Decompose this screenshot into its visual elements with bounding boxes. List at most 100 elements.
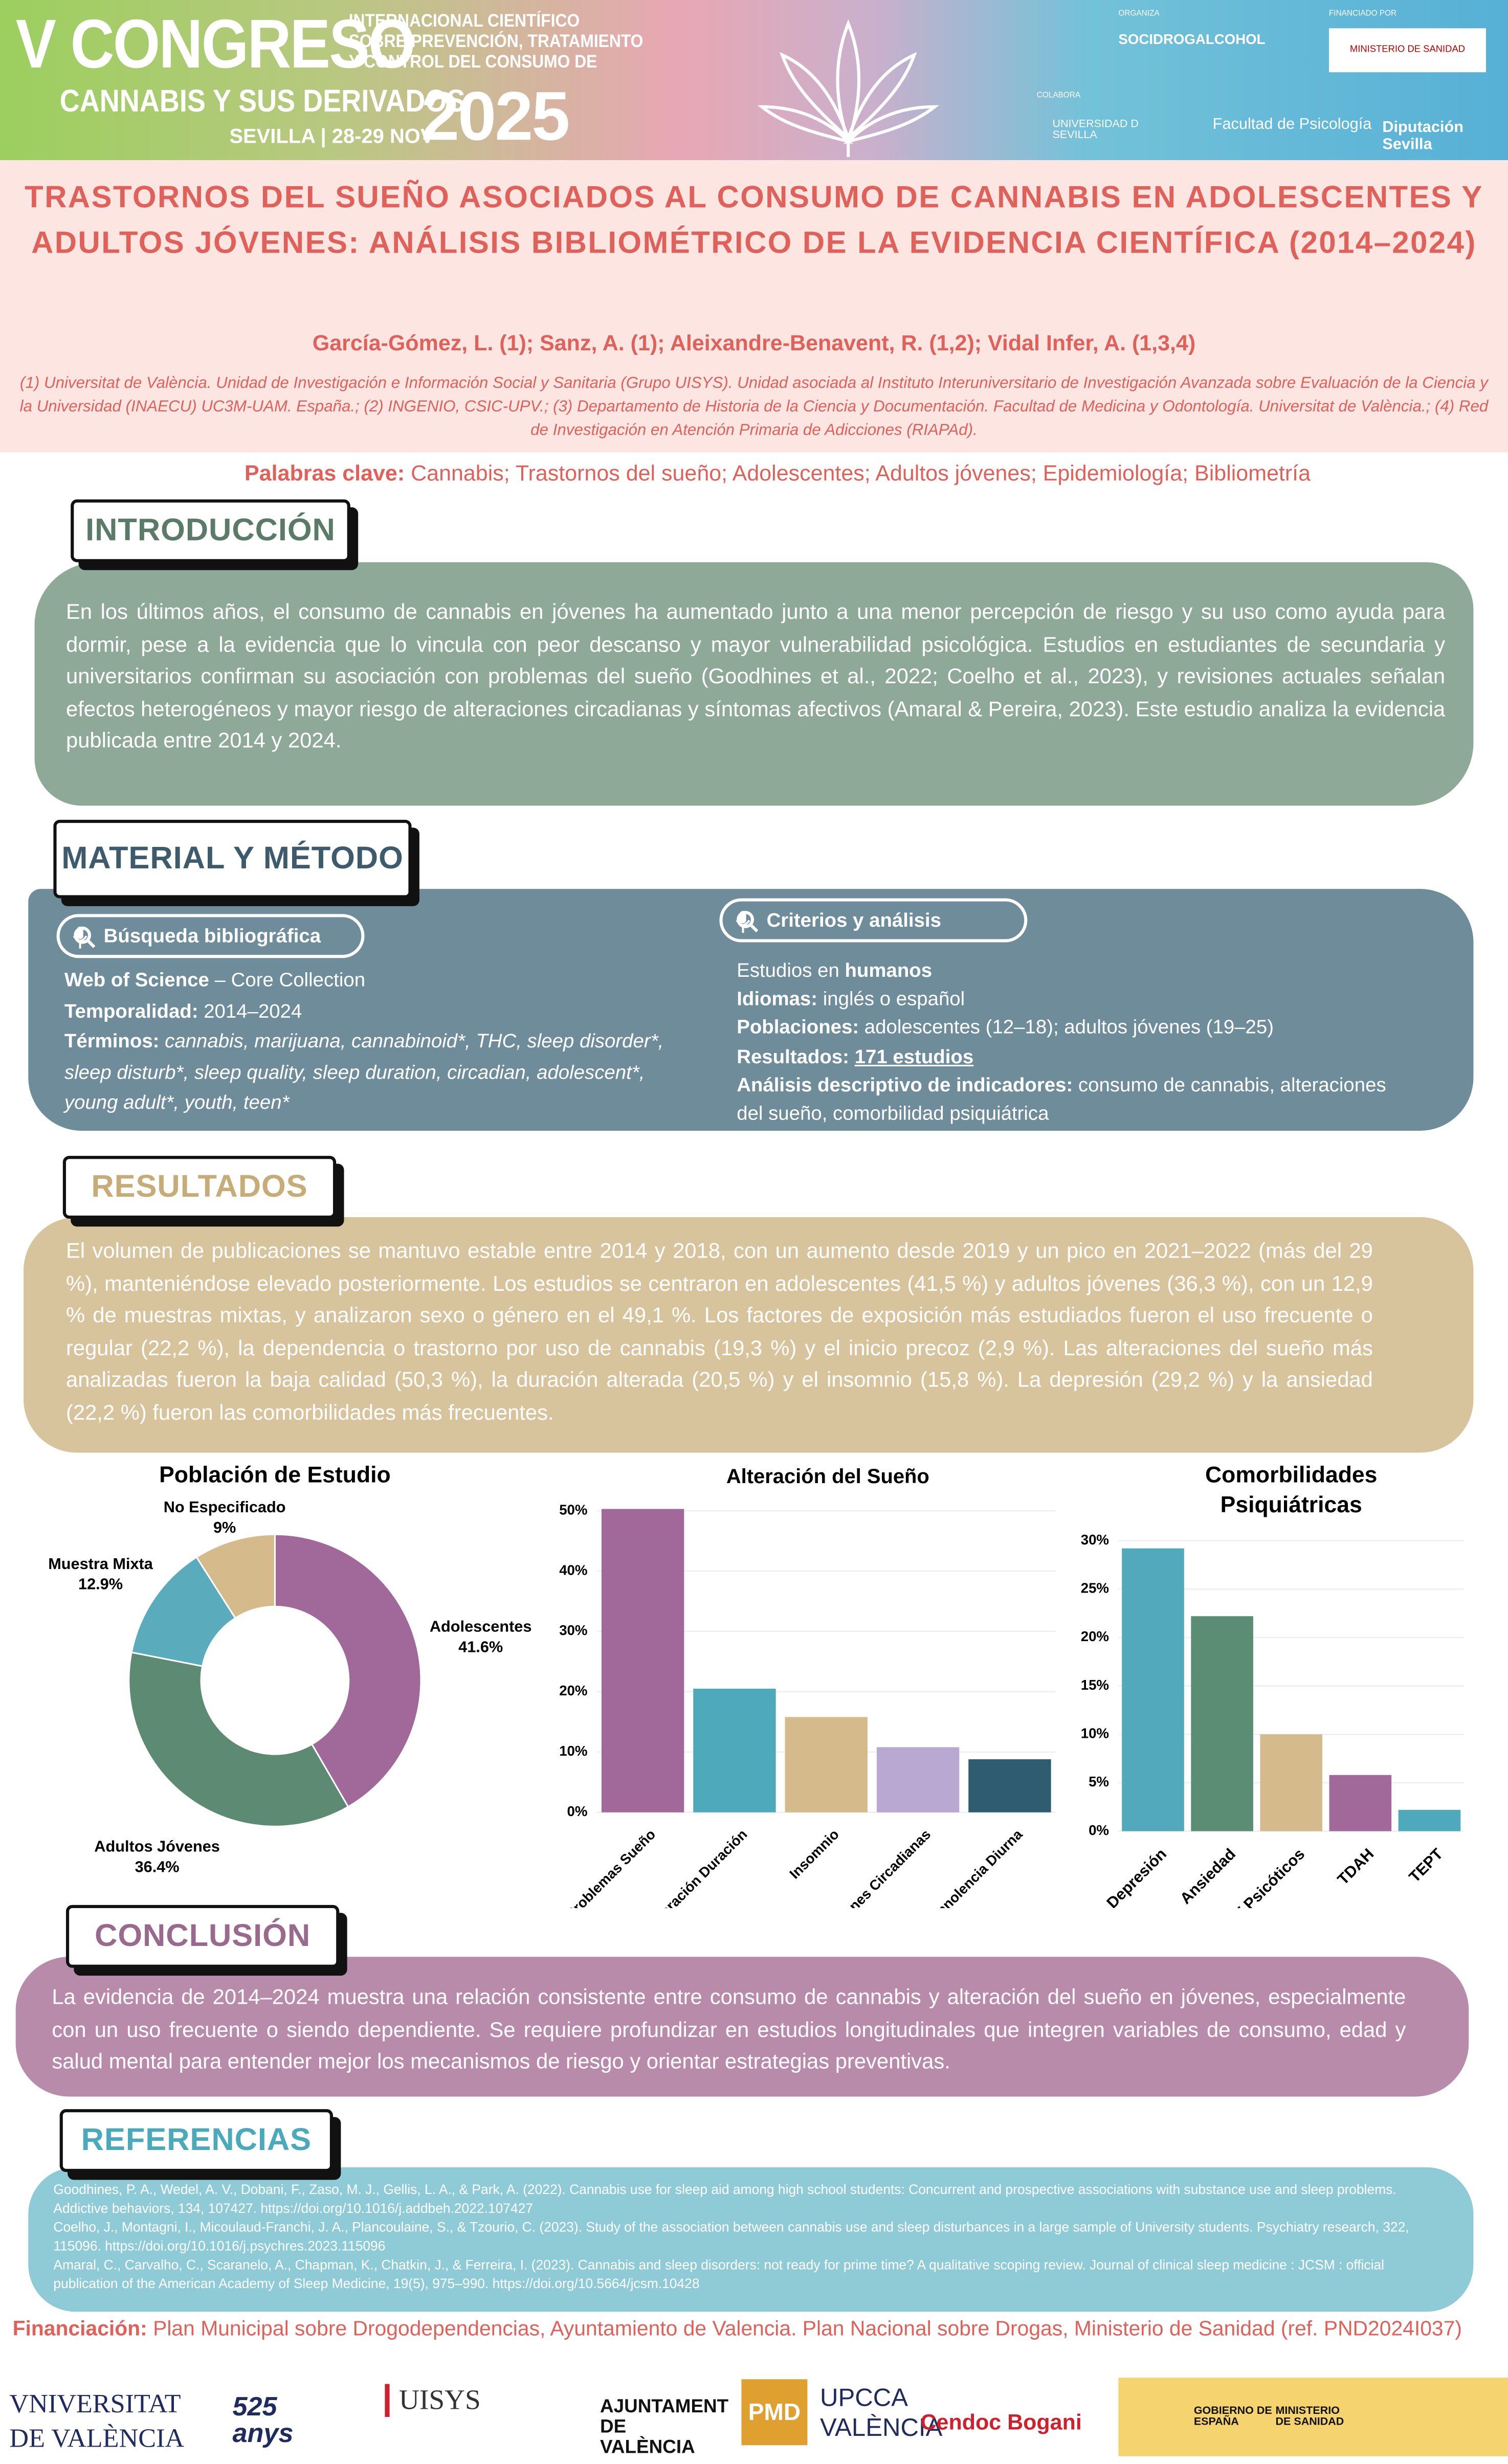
footer-logo: UISYS — [385, 2384, 481, 2417]
method-line: Web of Science – Core Collection — [64, 969, 365, 991]
method-bold: Resultados: — [737, 1045, 849, 1067]
y-tick-label: 50% — [559, 1502, 587, 1517]
method-text: inglés o español — [817, 988, 965, 1011]
slice-value: 12.9% — [78, 1575, 123, 1593]
bar — [693, 1688, 776, 1812]
footer-logo: UPCCA VALÈNCIA — [819, 2385, 943, 2443]
method-link: 171 estudios — [854, 1045, 974, 1067]
slice-value: 36.4% — [135, 1857, 180, 1875]
footer-logo — [1118, 2378, 1508, 2456]
bar — [876, 1747, 960, 1812]
footer-logo: 525 anys — [232, 2391, 294, 2449]
header-banner: V CONGRESO INTERNACIONAL CIENTÍFICO SOBR… — [0, 0, 1508, 161]
slice-label: Muestra Mixta — [48, 1555, 153, 1573]
congress-number: V CONGRESO — [15, 6, 416, 83]
method-heading: MATERIAL Y MÉTODO — [53, 819, 412, 899]
method-bold: Web of Science — [64, 969, 209, 991]
method-bold: Términos: — [64, 1031, 160, 1053]
footer-logo: AJUNTAMENT DE VALÈNCIA — [600, 2395, 729, 2458]
slice-label: Adolescentes — [430, 1618, 532, 1636]
method-italic: young adult*, youth, teen* — [64, 1092, 290, 1114]
y-tick-label: 0% — [567, 1803, 588, 1819]
criteria-pill: Criterios y análisis — [719, 898, 1028, 943]
pill-title: Búsqueda bibliográfica — [103, 925, 321, 947]
organiza-label: ORGANIZA — [1118, 9, 1160, 19]
funding: Financiación: Plan Municipal sobre Drogo… — [13, 2316, 1505, 2340]
method-bold: Idiomas: — [737, 988, 818, 1011]
reference: Amaral, C., Carvalho, C., Scaranelo, A.,… — [53, 2256, 1385, 2292]
intro-heading: INTRODUCCIÓN — [71, 499, 350, 563]
results-heading: RESULTADOS — [62, 1156, 337, 1219]
y-tick-label: 20% — [559, 1683, 587, 1698]
method-text — [849, 1045, 855, 1067]
affiliations: (1) Universitat de València. Unidad de I… — [19, 375, 1489, 440]
bar — [1260, 1734, 1323, 1831]
charts: Población de Estudio Adolescentes 41.6% Adu… — [48, 1462, 1465, 1908]
x-tick-label: Somnolencia Diurna — [918, 1826, 1026, 1908]
y-tick-label: 15% — [1081, 1677, 1109, 1693]
pie-slice — [130, 1556, 237, 1667]
x-tick-label: TEPT — [1405, 1845, 1446, 1886]
method-line: Análisis descriptivo de indicadores: con… — [737, 1074, 1386, 1096]
results-panel: El volumen de publicaciones se mantuvo e… — [24, 1217, 1474, 1453]
method-line: Resultados: 171 estudios — [737, 1045, 973, 1067]
reference: Goodhines, P. A., Wedel, A. V., Dobani, … — [53, 2181, 1396, 2216]
method-text: consumo de cannabis, alteraciones — [1073, 1073, 1386, 1096]
x-tick-label: Problemas Sueño — [563, 1826, 658, 1908]
intro-panel: En los últimos años, el consumo de canna… — [34, 562, 1474, 806]
y-tick-label: 40% — [559, 1562, 587, 1578]
footer-logo: VNIVERSITAT DE VALÈNCIA — [9, 2388, 185, 2453]
pie-slice — [274, 1533, 422, 1808]
method-bold: Temporalidad: — [64, 999, 198, 1022]
method-italic: sleep disturb*, sleep quality, sleep dur… — [64, 1061, 645, 1084]
y-tick-label: 10% — [559, 1743, 587, 1759]
bar — [1122, 1548, 1184, 1831]
method-line: Estudios en humanos — [737, 959, 932, 981]
y-tick-label: 0% — [1089, 1822, 1109, 1838]
partner-logo: Facultad de Psicología — [1212, 116, 1372, 134]
method-line: Poblaciones: adolescentes (12–18); adult… — [737, 1017, 1274, 1039]
footer-logo: Cendoc Bogani — [920, 2409, 1082, 2434]
subtitle-line: INTERNACIONAL CIENTÍFICO — [348, 12, 580, 32]
pill-title: Criterios y análisis — [766, 909, 941, 932]
subtitle-line: SOBRE PREVENCIÓN, TRATAMIENTO — [348, 33, 644, 52]
subtitle-line: Y CONTROL DEL CONSUMO DE — [348, 53, 597, 73]
authors: García-Gómez, L. (1); Sanz, A. (1); Alei… — [312, 329, 1196, 355]
slice-value: 41.6% — [458, 1638, 503, 1656]
chart-title: Comorbilidades Psiquiátricas — [1205, 1462, 1377, 1517]
congress-place: SEVILLA | 28-29 NOV — [229, 124, 434, 148]
x-tick-label: Insomnio — [786, 1826, 842, 1882]
keywords-text: Cannabis; Trastornos del sueño; Adolesce… — [411, 460, 1311, 485]
mic-icon — [73, 926, 87, 949]
partner-logo: Diputación Sevilla — [1382, 119, 1464, 154]
references-heading: REFERENCIAS — [59, 2109, 334, 2172]
slice-label: Adultos Jóvenes — [94, 1838, 220, 1855]
funding-text: Plan Municipal sobre Drogodependencias, … — [153, 2316, 1462, 2340]
method-panel — [28, 889, 1474, 1131]
method-text: Estudios en — [737, 959, 845, 982]
pie-slice — [195, 1533, 276, 1620]
method-italic: cannabis, marijuana, cannabinoid*, THC, … — [159, 1031, 664, 1053]
y-tick-label: 30% — [559, 1622, 587, 1638]
x-tick-label: Ansiedad — [1177, 1845, 1239, 1907]
funding-label: Financiación: — [12, 2316, 147, 2340]
method-line: del sueño, comorbilidad psiquiátrica — [737, 1103, 1049, 1125]
method-text: adolescentes (12–18); adultos jóvenes (1… — [859, 1017, 1274, 1039]
method-bold: Análisis descriptivo de indicadores: — [737, 1073, 1073, 1096]
keywords: Palabras clave: Cannabis; Trastornos del… — [0, 460, 1508, 485]
x-tick-label: TDAH — [1334, 1845, 1377, 1888]
cannabis-leaf-icon — [757, 19, 939, 158]
footer-logo: GOBIERNO DE ESPAÑA — [1193, 2406, 1272, 2428]
results-text: El volumen de publicaciones se mantuvo e… — [65, 1239, 1373, 1424]
poster-title: TRASTORNOS DEL SUEÑO ASOCIADOS AL CONSUM… — [25, 181, 1483, 261]
bar — [1329, 1775, 1392, 1831]
colabora-label: COLABORA — [1036, 91, 1081, 101]
y-tick-label: 30% — [1081, 1532, 1109, 1548]
pie-slice — [128, 1651, 349, 1827]
reference: Coelho, J., Montagni, I., Micoulaud-Fran… — [53, 2219, 1409, 2254]
slice-label: No Especificado — [164, 1498, 286, 1516]
bar — [968, 1759, 1051, 1812]
chart-title: Alteración del Sueño — [726, 1465, 929, 1488]
